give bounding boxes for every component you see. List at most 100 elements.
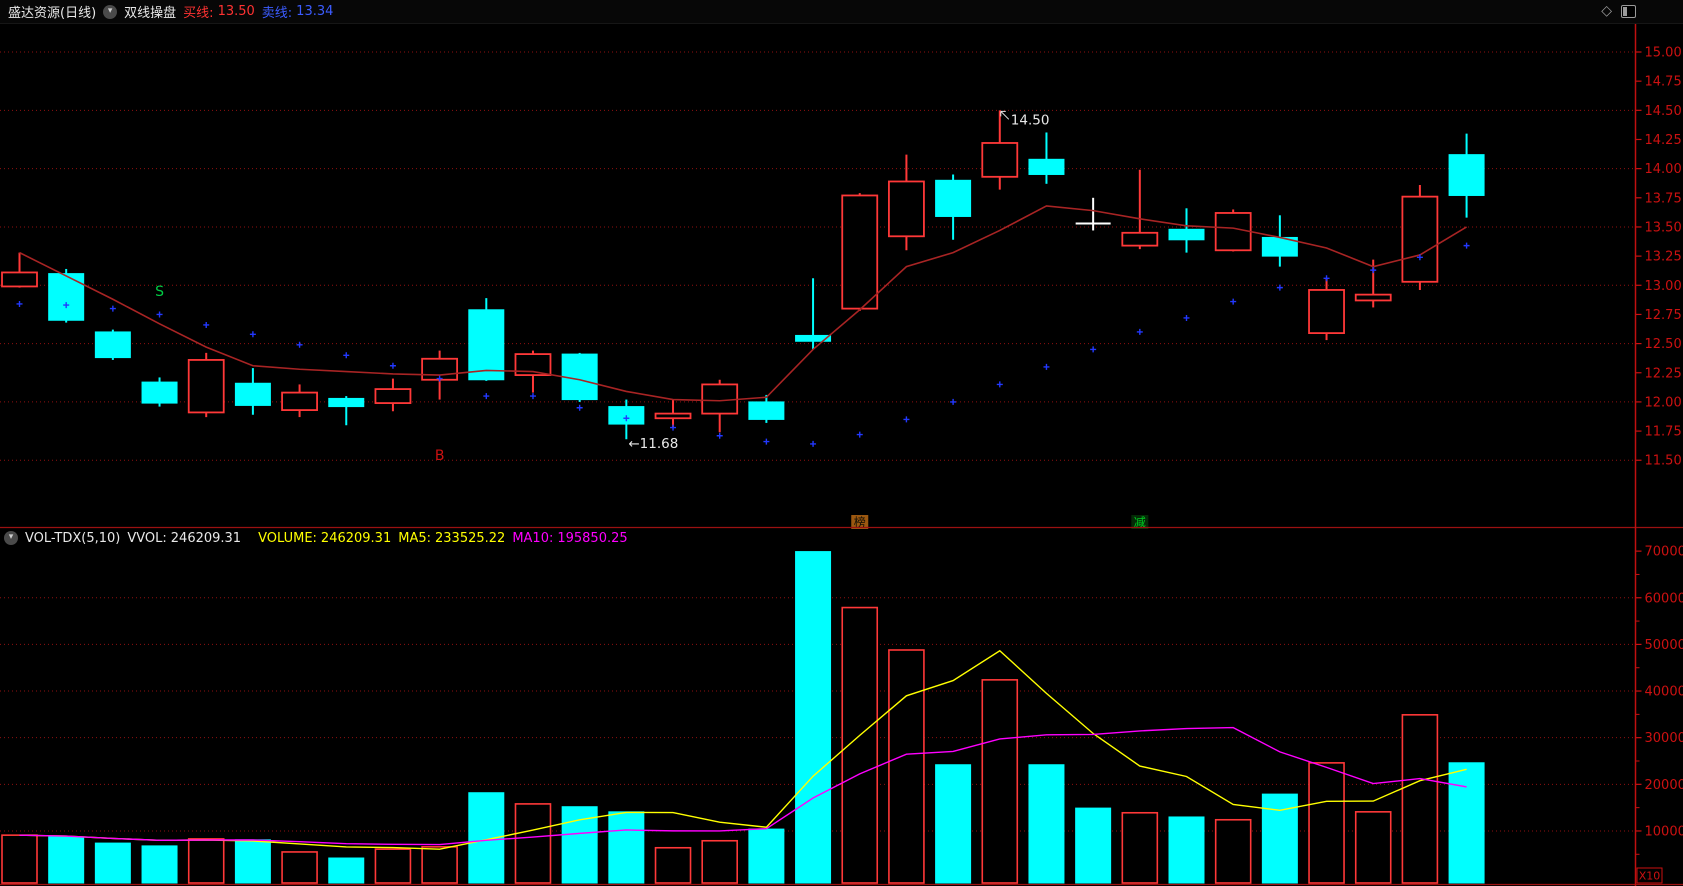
volume-bar bbox=[654, 846, 692, 884]
volume-bar bbox=[94, 842, 131, 884]
buy-signal-marker: B bbox=[435, 448, 445, 464]
indicator-name: 双线操盘 bbox=[124, 6, 177, 21]
high-annotation-label: 14.50 bbox=[1011, 112, 1050, 128]
sell-line-marker bbox=[1463, 242, 1470, 249]
volume-bar bbox=[981, 679, 1019, 884]
candle-body bbox=[1121, 231, 1159, 247]
chevron-down-icon[interactable]: ▾ bbox=[103, 4, 118, 19]
volume-axis-label: 10000 bbox=[1645, 824, 1683, 839]
price-axis-label: 14.50 bbox=[1645, 104, 1682, 119]
buy-line-value: 13.50 bbox=[217, 4, 255, 19]
sell-line-marker bbox=[856, 431, 863, 438]
volume-bar bbox=[701, 839, 739, 884]
sell-line-marker bbox=[203, 321, 210, 328]
sell-line-marker bbox=[903, 416, 910, 423]
candle-body bbox=[1354, 293, 1392, 302]
sell-line-marker bbox=[996, 381, 1003, 388]
price-axis-label: 11.75 bbox=[1645, 425, 1682, 440]
sell-line-marker bbox=[1043, 363, 1050, 370]
candle-body bbox=[654, 412, 692, 420]
volume-bar bbox=[1028, 764, 1065, 884]
sell-signal-marker: S bbox=[155, 284, 164, 300]
sell-line-marker bbox=[1370, 267, 1377, 274]
candle-body bbox=[234, 382, 271, 406]
sell-line-marker bbox=[63, 302, 70, 309]
volume-bar bbox=[1448, 762, 1485, 884]
candle-body bbox=[981, 142, 1019, 178]
vvol-label: VVOL: bbox=[127, 530, 167, 546]
volume-bar bbox=[374, 848, 412, 884]
ma5-label: MA5: bbox=[398, 530, 431, 546]
sell-line-marker bbox=[1183, 314, 1190, 321]
volume-label: VOLUME: bbox=[258, 530, 317, 546]
price-axis-label: 14.00 bbox=[1645, 162, 1682, 177]
volume-bar bbox=[328, 857, 365, 884]
volume-bar bbox=[1214, 818, 1252, 884]
candle-body bbox=[841, 194, 879, 310]
sell-line-marker bbox=[436, 375, 443, 382]
candle-body bbox=[1214, 212, 1252, 252]
candle-body bbox=[281, 391, 318, 411]
candle-body bbox=[701, 383, 739, 415]
volume-axis-label: 50000 bbox=[1645, 638, 1683, 653]
vvol-value: 246209.31 bbox=[170, 530, 242, 546]
ma10-value: 195850.25 bbox=[557, 530, 628, 546]
price-axis-label: 14.75 bbox=[1645, 75, 1682, 90]
volume-axis-label: 30000 bbox=[1645, 731, 1683, 746]
candle-body bbox=[1401, 195, 1439, 283]
volume-bar bbox=[1354, 811, 1392, 884]
volume-bar bbox=[187, 838, 225, 884]
panel-layout-icon[interactable] bbox=[1621, 4, 1636, 18]
candle-body bbox=[1448, 154, 1485, 196]
sell-line-marker bbox=[249, 331, 256, 338]
sell-line-marker bbox=[1323, 275, 1330, 282]
volume-bar bbox=[1, 834, 38, 884]
price-axis-label: 13.25 bbox=[1645, 250, 1682, 265]
title-bar: 盛达资源(日线) ▾ 双线操盘 买线: 13.50 卖线: 13.34 bbox=[0, 0, 1683, 24]
candle-body bbox=[374, 388, 412, 404]
candle-body bbox=[141, 381, 178, 404]
volume-pane-header: ▾ VOL-TDX(5,10) VVOL: 246209.31 VOLUME: … bbox=[4, 530, 628, 546]
sell-line-label: 卖线: bbox=[261, 6, 293, 21]
sell-line-marker bbox=[576, 404, 583, 411]
tag-jian-box bbox=[1131, 515, 1149, 529]
tag-bang-box bbox=[851, 515, 869, 529]
chevron-down-icon[interactable]: ▾ bbox=[4, 531, 18, 545]
price-axis-label: 11.50 bbox=[1645, 454, 1682, 469]
sell-line-marker bbox=[529, 393, 536, 400]
candle-body bbox=[328, 397, 365, 408]
sell-line-marker bbox=[810, 440, 817, 447]
volume-bar bbox=[1075, 807, 1112, 884]
sell-line-marker bbox=[389, 362, 396, 369]
diamond-icon[interactable]: ◇ bbox=[1601, 3, 1612, 19]
volume-bar bbox=[1168, 816, 1205, 884]
volume-bar bbox=[514, 803, 552, 884]
price-axis-label: 12.00 bbox=[1645, 395, 1682, 410]
volume-ma10-line bbox=[19, 726, 1467, 846]
sell-line-marker bbox=[296, 341, 303, 348]
volume-bar bbox=[141, 845, 178, 884]
candle-body bbox=[795, 334, 832, 342]
volume-axis-label: 40000 bbox=[1645, 685, 1683, 700]
sell-line-marker bbox=[716, 432, 723, 439]
candle-body bbox=[48, 273, 85, 321]
buy-line-label: 买线: bbox=[183, 6, 214, 21]
sell-line-marker bbox=[1136, 328, 1143, 335]
candle-body bbox=[94, 331, 131, 359]
candle-body bbox=[514, 353, 552, 376]
volume-bar bbox=[935, 764, 972, 884]
candle-body bbox=[935, 179, 972, 217]
ma5-value: 233525.22 bbox=[435, 530, 506, 546]
candle-body bbox=[1308, 289, 1345, 335]
candle-body bbox=[187, 359, 225, 414]
buy-line bbox=[19, 205, 1467, 402]
price-axis-label: 14.25 bbox=[1645, 133, 1682, 148]
volume-axis-label: 70000 bbox=[1645, 545, 1683, 560]
volume-bar bbox=[608, 811, 645, 884]
x10-multiplier-label: X10 bbox=[1639, 870, 1661, 883]
sell-line-marker bbox=[1416, 254, 1423, 261]
volume-indicator-name: VOL-TDX(5,10) bbox=[25, 530, 121, 546]
volume-bar bbox=[234, 839, 271, 884]
sell-line-marker bbox=[670, 424, 677, 431]
